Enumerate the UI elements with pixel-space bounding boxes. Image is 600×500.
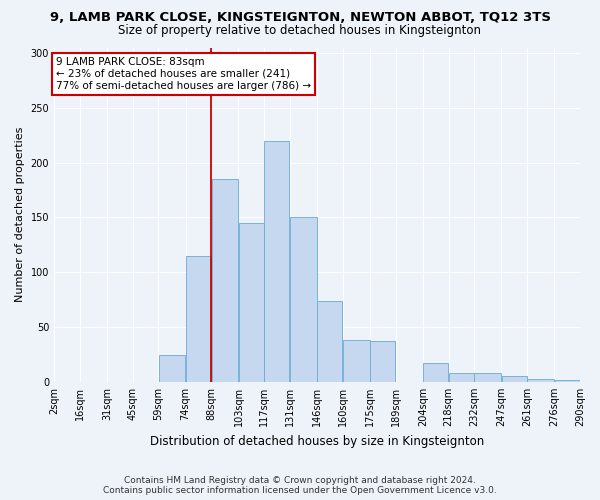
Bar [186,256,211,382]
Bar [424,364,448,382]
Text: Size of property relative to detached houses in Kingsteignton: Size of property relative to detached ho… [119,24,482,37]
Bar [212,179,238,382]
Bar [502,376,527,382]
Bar [449,373,473,382]
Bar [527,378,554,382]
Bar [475,373,501,382]
Text: 9, LAMB PARK CLOSE, KINGSTEIGNTON, NEWTON ABBOT, TQ12 3TS: 9, LAMB PARK CLOSE, KINGSTEIGNTON, NEWTO… [49,11,551,24]
Bar [343,340,370,382]
Bar [555,380,580,382]
Bar [290,218,317,382]
Bar [158,354,185,382]
Y-axis label: Number of detached properties: Number of detached properties [15,127,25,302]
Text: Contains HM Land Registry data © Crown copyright and database right 2024.
Contai: Contains HM Land Registry data © Crown c… [103,476,497,495]
Bar [317,301,342,382]
Bar [265,140,289,382]
Bar [370,342,395,382]
X-axis label: Distribution of detached houses by size in Kingsteignton: Distribution of detached houses by size … [150,434,484,448]
Bar [239,223,263,382]
Text: 9 LAMB PARK CLOSE: 83sqm
← 23% of detached houses are smaller (241)
77% of semi-: 9 LAMB PARK CLOSE: 83sqm ← 23% of detach… [56,58,311,90]
